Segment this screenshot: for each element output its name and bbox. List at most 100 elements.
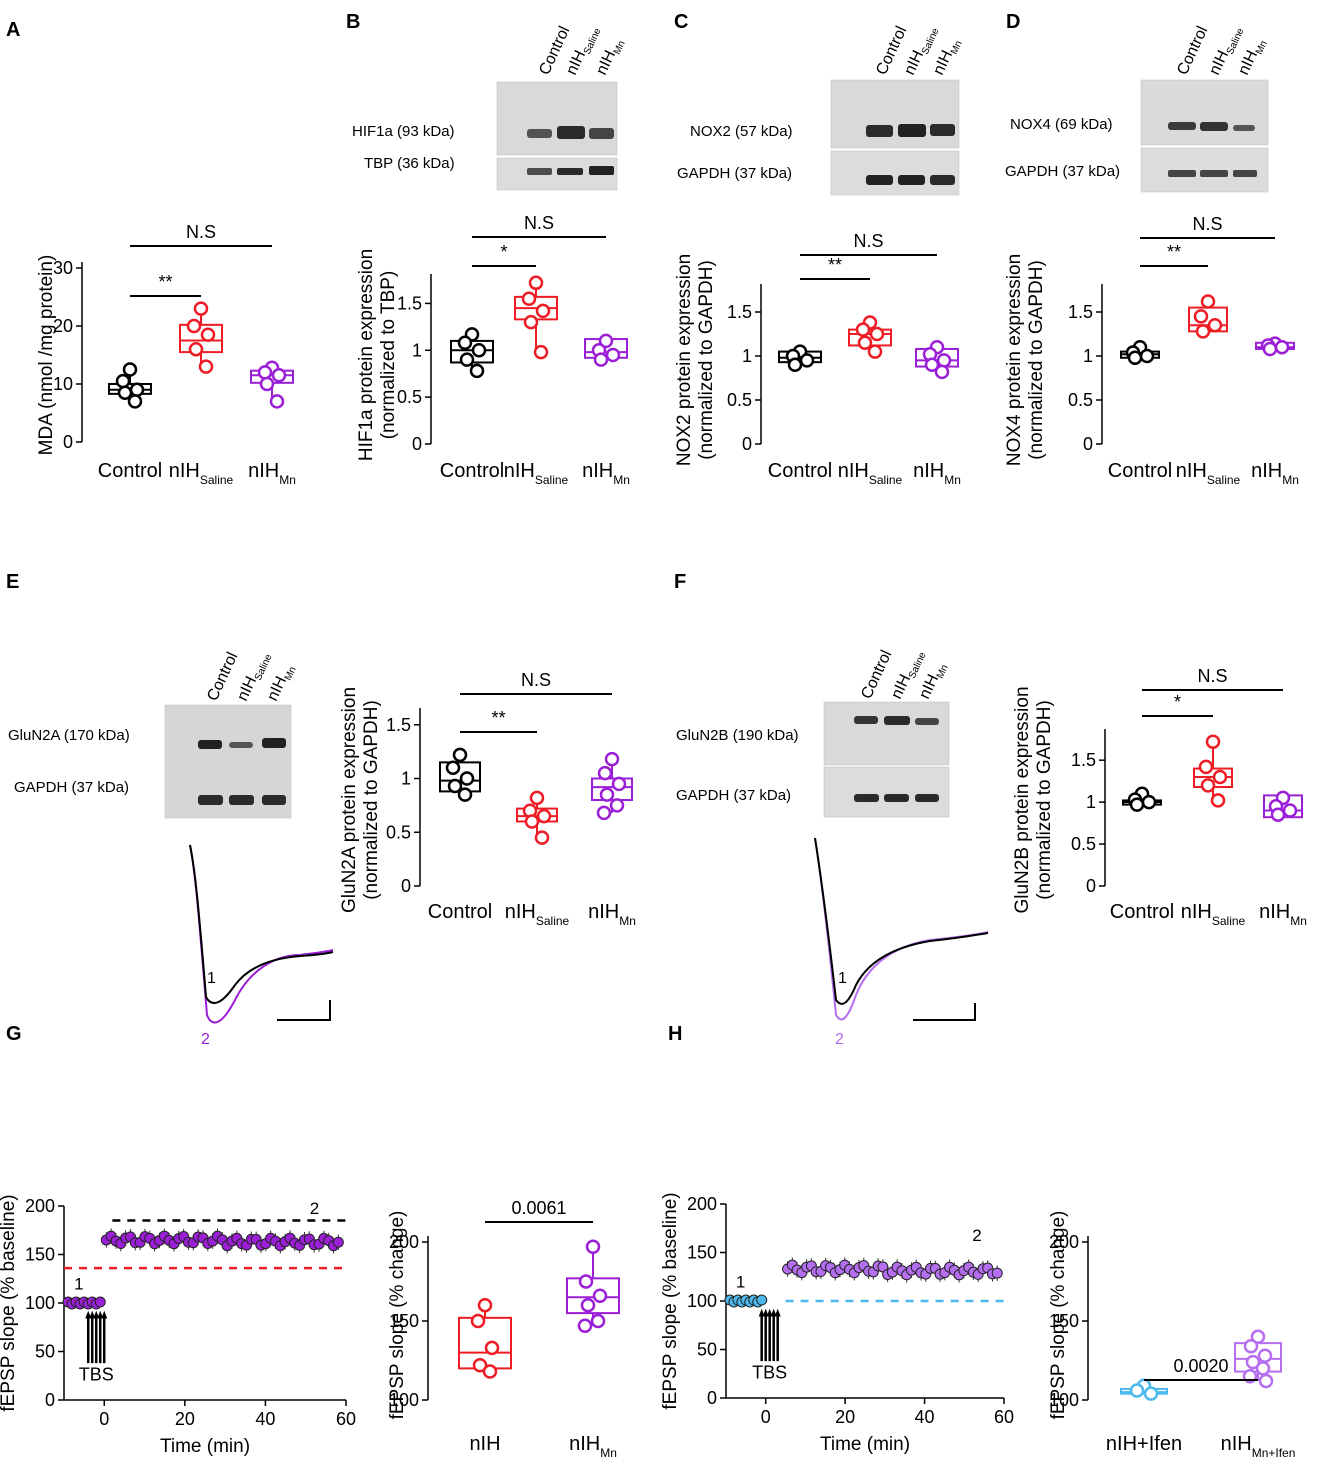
x-category-label: nIHSaline (504, 460, 569, 487)
panel-letter-e: E (6, 571, 19, 593)
data-point (799, 353, 815, 368)
blot-b-band (557, 126, 585, 139)
data-point (457, 787, 473, 802)
x-category-label: Control (1108, 460, 1172, 482)
significance-label: N.S (521, 670, 551, 690)
y-tick-label: 0 (401, 876, 411, 896)
data-point (991, 1267, 1003, 1279)
y-tick-label: 0.5 (386, 822, 411, 842)
tbs-arrow-head (762, 1308, 769, 1317)
data-point (604, 751, 620, 767)
blot-f-band (915, 794, 939, 802)
data-point (1193, 309, 1209, 324)
x-category-main: nIH (913, 460, 944, 482)
x-category-main: nIH (504, 460, 535, 482)
panel-letter-a: A (6, 19, 20, 41)
significance-label: ** (158, 272, 172, 292)
significance-label: N.S (186, 222, 216, 242)
blot-label: GAPDH (37 kDa) (677, 165, 792, 182)
data-point (936, 353, 952, 368)
panel-letter-d: D (1006, 11, 1020, 33)
blot-d-band (1233, 170, 1257, 177)
blot-b-band (557, 168, 583, 175)
x-category-label: nIH (469, 1433, 500, 1455)
x-tick-label: 0 (761, 1407, 771, 1427)
blot-f-membrane-top (823, 701, 950, 766)
data-point (1129, 797, 1145, 812)
y-tick-label: 1 (401, 769, 411, 789)
trace-h-control (814, 837, 989, 1005)
panel-letter-f: F (674, 571, 686, 593)
data-point (756, 1294, 768, 1306)
data-point (597, 765, 613, 781)
panel-letter-b: B (346, 11, 360, 33)
chart-g-time: 0 50 100 150 200 0 20 40 60 Time (min) fEPSP slope… (0, 1194, 356, 1457)
tbs-arrow-head (766, 1308, 773, 1317)
x-category-main: nIH (582, 460, 613, 482)
y-axis-label-2: (normalized to GAPDH) (696, 260, 717, 460)
y-tick-label: 30 (53, 258, 73, 278)
y-tick-label: 1 (412, 340, 422, 360)
data-point (1198, 759, 1214, 775)
x-category-label: nIHMn (248, 460, 296, 487)
data-point (117, 385, 133, 400)
blot-e-band (198, 740, 222, 749)
x-tick-label: 40 (255, 1409, 275, 1429)
blot-lane-labels-c: Control nIHSaline nIHMn (873, 24, 965, 78)
x-category-sub: Saline (1212, 914, 1246, 928)
data-point (577, 1318, 593, 1333)
x-category-main: Control (428, 901, 492, 923)
x-category-label: nIHMn (582, 460, 630, 487)
chart-e: 0 0.5 1 1.5 GluN2A protein expression (normal… (339, 670, 636, 928)
x-category-sub: Mn (613, 473, 630, 487)
data-point (1200, 294, 1216, 309)
blot-c-band (866, 175, 893, 185)
blot-label: HIF1a (93 kDa) (352, 123, 455, 140)
blot-b: HIF1a (93 kDa) TBP (36 kDa) (352, 81, 618, 191)
blot-d-band (1200, 170, 1228, 177)
data-point (1139, 348, 1155, 364)
blot-e-band (229, 742, 253, 748)
data-point (867, 344, 883, 359)
blot-c-band (898, 175, 925, 185)
data-point (94, 1296, 106, 1308)
x-category-main: nIH (588, 901, 619, 923)
y-tick-label: 200 (25, 1196, 55, 1216)
x-category-sub: Mn (600, 1446, 617, 1460)
tbs-label: TBS (79, 1365, 114, 1385)
data-point (1141, 794, 1157, 810)
data-point (1255, 1361, 1271, 1376)
data-point (605, 347, 621, 363)
x-category-main: nIH (1181, 901, 1212, 923)
blot-e-band (229, 795, 254, 805)
y-tick-label: 0.5 (1071, 834, 1096, 854)
significance-label: N.S (1197, 666, 1227, 686)
blot-f-band (854, 794, 879, 802)
data-point (598, 333, 614, 349)
data-point (484, 1340, 500, 1356)
x-category-sub: Saline (536, 914, 570, 928)
blot-c-membrane-bottom (830, 150, 960, 196)
x-category-sub: Saline (535, 473, 569, 487)
data-point (590, 1313, 606, 1329)
data-point (611, 776, 627, 792)
data-point (596, 805, 612, 821)
y-tick-label: 0 (63, 432, 73, 452)
y-tick-label: 150 (1049, 1311, 1079, 1331)
significance-label: N.S (853, 231, 883, 251)
x-category-label: nIH+Ifen (1106, 1433, 1182, 1455)
timepoint-1-label: 1 (736, 1272, 745, 1291)
x-category-label: nIHMn (588, 901, 636, 928)
data-point (533, 344, 549, 360)
trace-g-label-1: 1 (207, 970, 216, 987)
data-point (1243, 1339, 1259, 1354)
data-point (535, 303, 551, 319)
x-category-label: nIHMn (913, 460, 961, 487)
x-category-main: nIH (1221, 1433, 1252, 1455)
x-category-label: nIHSaline (169, 460, 234, 487)
y-axis-label: MDA (nmol /mg protein) (36, 255, 57, 456)
x-category-main: nIH (1259, 901, 1290, 923)
tbs-arrow-head (85, 1310, 92, 1319)
x-tick-label: 60 (336, 1409, 356, 1429)
